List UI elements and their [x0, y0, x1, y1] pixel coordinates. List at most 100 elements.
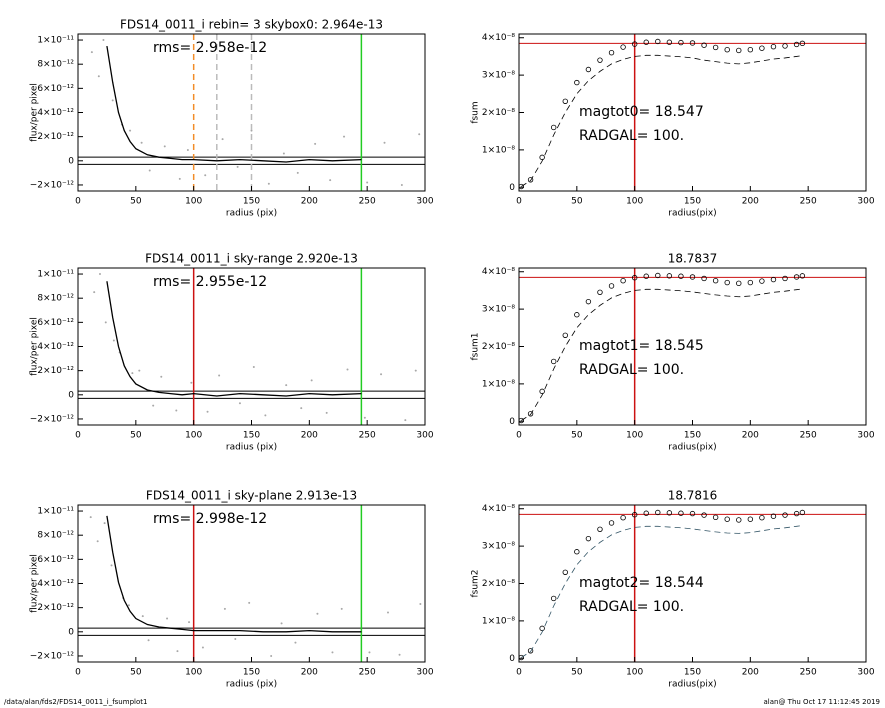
y-tick-label: 0: [509, 417, 515, 427]
x-tick-label: 150: [684, 668, 701, 678]
x-tick-label: 250: [359, 431, 376, 441]
data-point: [799, 273, 806, 279]
y-tick-label: 0: [509, 183, 515, 193]
plot-area: [519, 505, 866, 662]
data-point: [782, 512, 788, 518]
annotation: RADGAL= 100.: [579, 599, 684, 615]
scatter-point: [380, 373, 383, 376]
data-point: [759, 515, 765, 521]
data-point: [712, 278, 719, 284]
panel: FDS14_0011_i rebin= 3 skybox0: 2.964e-13…: [30, 18, 434, 219]
x-tick-label: 50: [571, 431, 583, 441]
data-point: [782, 275, 788, 282]
data-point: [608, 49, 615, 56]
scatter-point: [282, 152, 285, 155]
scatter-point: [418, 133, 421, 136]
y-tick-label: 2×10⁻¹²: [37, 132, 74, 142]
scatter-point: [129, 129, 132, 132]
growth-curve: [521, 288, 803, 421]
scatter-point: [176, 650, 179, 653]
annotation: rms= 2.998e-12: [153, 511, 267, 527]
panel-title: 18.7816: [668, 489, 718, 503]
data-point: [620, 515, 626, 521]
scatter-point: [112, 339, 115, 342]
scatter-point: [96, 540, 99, 543]
x-axis-label: radius (pix): [226, 209, 277, 219]
y-tick-label: 4×10⁻⁸: [482, 504, 515, 514]
footer-path: /data/alan/fds2/FDS14_0011_i_fsumplot1: [4, 698, 147, 706]
data-point: [701, 42, 707, 48]
data-point: [678, 510, 684, 516]
data-point: [527, 177, 534, 183]
x-tick-label: 300: [857, 197, 874, 207]
data-point: [666, 39, 673, 45]
annotation: rms= 2.958e-12: [153, 40, 267, 56]
scatter-point: [363, 416, 366, 419]
profile-line: [106, 281, 362, 397]
y-tick-label: 1×10⁻¹¹: [37, 507, 74, 517]
data-point: [770, 44, 777, 50]
growth-curve: [521, 525, 803, 658]
y-tick-label: 0: [68, 156, 74, 166]
y-tick-label: 4×10⁻¹²: [37, 342, 74, 352]
scatter-point: [152, 404, 155, 407]
scatter-point: [186, 148, 189, 151]
x-tick-label: 250: [359, 668, 376, 678]
data-point: [701, 275, 707, 282]
x-tick-label: 150: [684, 431, 701, 441]
scatter-point: [190, 381, 193, 384]
panel: FDS14_0011_i sky-range 2.920e-13 radius (…: [30, 252, 434, 453]
scatter-point: [102, 39, 105, 42]
x-tick-label: 150: [243, 431, 260, 441]
scatter-point: [314, 142, 317, 145]
y-tick-label: 2×10⁻¹²: [37, 603, 74, 613]
y-tick-label: 6×10⁻¹²: [37, 555, 74, 565]
data-point: [562, 332, 568, 338]
scatter-point: [204, 174, 207, 177]
plot-area: [78, 505, 425, 662]
data-point: [585, 66, 592, 73]
scatter-point: [163, 145, 166, 148]
scatter-point: [285, 384, 288, 387]
scatter-point: [89, 516, 92, 519]
scatter-point: [131, 372, 134, 375]
data-point: [799, 509, 806, 516]
scatter-point: [90, 51, 93, 54]
scatter-point: [280, 622, 283, 625]
x-axis-label: radius(pix): [668, 680, 716, 690]
data-point: [631, 41, 638, 47]
scatter-point: [160, 375, 163, 378]
annotation: magtot1= 18.545: [579, 338, 704, 354]
y-axis-label: fsum: [471, 101, 481, 123]
data-point: [712, 44, 719, 51]
plot-frame: [77, 504, 426, 663]
data-point: [597, 289, 603, 295]
data-point: [770, 513, 777, 519]
data-point: [759, 45, 765, 51]
scatter-point: [110, 564, 113, 567]
scatter-point: [294, 641, 297, 644]
scatter-point: [234, 638, 237, 641]
panel-title: 18.7837: [668, 252, 718, 266]
x-axis-label: radius(pix): [668, 209, 716, 219]
panel: 18.7816 radius(pix) fsum2 0 50 100 150 200 250 30…: [471, 489, 875, 690]
data-point: [608, 520, 615, 526]
y-tick-label: 2×10⁻⁸: [482, 108, 515, 118]
data-point: [643, 510, 649, 516]
profile-line: [106, 515, 362, 633]
y-tick-label: −2×10⁻¹²: [30, 414, 75, 424]
x-tick-label: 50: [571, 197, 583, 207]
data-point: [620, 278, 626, 284]
data-point: [527, 648, 534, 654]
y-tick-label: 4×10⁻⁸: [482, 33, 515, 43]
scatter-point: [414, 369, 417, 372]
data-point: [724, 47, 730, 53]
data-point: [724, 516, 730, 522]
plot-area: [519, 34, 866, 191]
data-point: [551, 595, 557, 602]
x-tick-label: 100: [626, 668, 643, 678]
x-tick-label: 150: [243, 668, 260, 678]
scatter-point: [325, 411, 328, 414]
panel: 18.7837 radius(pix) fsum1 0 50 100 150 200 250 30…: [471, 252, 875, 453]
